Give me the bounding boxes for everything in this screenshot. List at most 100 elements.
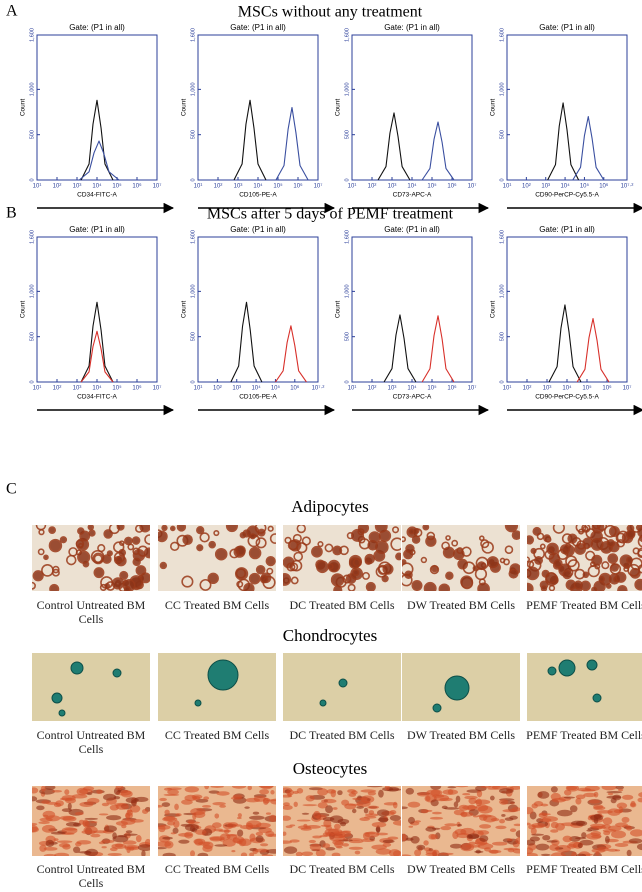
deposit (442, 789, 458, 795)
deposit (103, 793, 117, 801)
cell (208, 540, 217, 549)
cell (77, 550, 91, 564)
deposit (135, 835, 142, 843)
cell (288, 539, 302, 552)
deposit (439, 852, 454, 856)
cell (582, 525, 589, 532)
cell (37, 548, 45, 556)
cell (607, 553, 619, 564)
cell (350, 528, 365, 542)
deposit (85, 848, 99, 856)
deposit (363, 807, 369, 814)
deposit (321, 798, 337, 804)
deposit (62, 844, 71, 850)
nodule (58, 709, 66, 717)
cell (589, 561, 596, 568)
cell (442, 546, 455, 559)
panel-label: A (6, 3, 18, 20)
cell (262, 575, 276, 590)
cell (365, 581, 376, 591)
cell (196, 544, 204, 552)
micrograph (402, 525, 520, 591)
deposit (586, 829, 593, 832)
deposit (577, 787, 592, 792)
deposit (164, 840, 174, 849)
deposit (301, 851, 314, 856)
deposit (59, 815, 75, 821)
x-tick-label: 10⁴ (251, 385, 261, 392)
deposit (593, 804, 604, 809)
deposit (163, 815, 176, 821)
deposit (162, 852, 176, 856)
deposit (218, 829, 232, 833)
deposit (498, 788, 514, 794)
x-tick-label: 10⁵ (273, 183, 283, 190)
cell (284, 536, 292, 544)
cell (382, 563, 394, 575)
cell (283, 573, 292, 586)
deposit (431, 811, 442, 815)
x-tick-label: 10² (523, 386, 532, 392)
deposit (158, 824, 171, 830)
deposit (384, 786, 390, 791)
y-tick-label: 1,000 (190, 82, 196, 96)
deposit (368, 810, 375, 815)
y-tick-label: 0 (499, 178, 505, 181)
plot-frame (351, 236, 473, 383)
deposit (142, 808, 149, 814)
deposit (261, 854, 274, 856)
y-tick-label: 0 (344, 380, 350, 383)
cell (504, 545, 514, 554)
deposit (249, 815, 265, 820)
deposit (327, 828, 343, 836)
deposit (106, 815, 122, 821)
deposit (590, 823, 606, 828)
deposit (173, 820, 180, 828)
deposit (325, 805, 333, 814)
deposit (362, 832, 370, 840)
micrograph (32, 653, 150, 721)
deposit (479, 835, 489, 842)
cell (392, 526, 400, 534)
cell (431, 565, 439, 573)
deposit (417, 792, 430, 797)
cell (333, 585, 343, 591)
x-tick-label: 10⁵ (580, 183, 590, 190)
deposit (539, 818, 552, 822)
x-tick-label: 10⁷·² (312, 385, 325, 392)
cell (478, 535, 485, 542)
deposit (121, 824, 127, 829)
cell (545, 571, 558, 584)
deposit (621, 816, 630, 823)
histogram-curve (275, 106, 309, 181)
deposit (571, 851, 578, 856)
deposit (330, 789, 336, 798)
row-title: Adipocytes (291, 497, 368, 516)
deposit (625, 825, 633, 831)
deposit (123, 833, 138, 836)
cell (508, 568, 519, 579)
chart-title: Gate: (P1 in all) (69, 23, 125, 32)
cell (477, 561, 486, 571)
deposit (74, 812, 84, 816)
deposit (378, 789, 384, 798)
cell (457, 558, 469, 570)
cell (420, 556, 428, 564)
deposit (122, 840, 137, 845)
cell (582, 571, 590, 579)
y-tick-label: 500 (344, 332, 350, 341)
micrograph-bg (527, 653, 642, 721)
deposit (354, 850, 361, 855)
deposit (232, 794, 243, 799)
micrograph (283, 786, 401, 856)
cell (352, 557, 362, 568)
cell (527, 566, 540, 581)
x-tick-label: 10² (213, 386, 222, 392)
histogram-curve (80, 330, 114, 383)
plot-frame (351, 34, 473, 181)
x-tick-label: 10⁶ (447, 183, 457, 190)
cell (585, 550, 596, 561)
deposit (402, 833, 407, 842)
x-tick-label: 10⁶ (599, 183, 609, 190)
cell (43, 554, 49, 561)
